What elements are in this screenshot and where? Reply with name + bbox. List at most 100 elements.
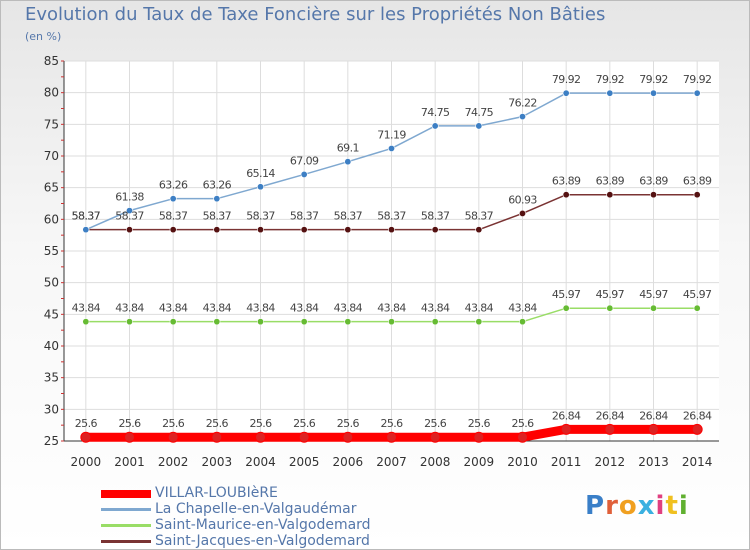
data-label: 58.37: [290, 210, 319, 223]
data-label: 79.92: [596, 73, 625, 86]
data-label: 25.6: [162, 417, 185, 430]
data-label: 74.75: [421, 106, 450, 119]
data-point: [431, 122, 439, 130]
data-label: 63.26: [203, 179, 232, 192]
x-tick-label: 2006: [333, 455, 364, 469]
data-point: [562, 304, 570, 312]
data-label: 45.97: [596, 288, 625, 301]
data-label: 58.37: [203, 210, 232, 223]
data-label: 58.37: [72, 210, 101, 223]
data-label: 26.84: [552, 409, 581, 422]
data-label: 25.6: [337, 417, 360, 430]
data-point: [255, 431, 266, 443]
data-point: [517, 431, 528, 443]
data-label: 25.6: [293, 417, 316, 430]
data-label: 26.84: [639, 409, 668, 422]
y-tick-label: 60: [44, 212, 59, 226]
data-label: 60.93: [508, 193, 537, 206]
data-point: [300, 318, 308, 326]
data-point: [693, 304, 701, 312]
x-tick-label: 2013: [638, 455, 669, 469]
y-tick-label: 65: [44, 181, 59, 195]
y-tick-label: 70: [44, 149, 59, 163]
x-tick-label: 2010: [507, 455, 538, 469]
data-label: 43.84: [465, 302, 494, 315]
data-label: 63.89: [639, 175, 668, 188]
data-label: 43.84: [290, 302, 319, 315]
data-point: [82, 226, 90, 234]
data-label: 43.84: [334, 302, 363, 315]
y-tick-label: 30: [44, 402, 59, 416]
data-point: [169, 226, 177, 234]
x-tick-label: 2004: [245, 455, 276, 469]
legend-swatch: [101, 490, 151, 498]
data-point: [649, 191, 657, 199]
data-point: [387, 318, 395, 326]
x-tick-label: 2003: [202, 455, 233, 469]
data-label: 76.22: [508, 97, 537, 110]
data-point: [256, 318, 264, 326]
x-tick-label: 2009: [464, 455, 495, 469]
data-label: 63.89: [552, 175, 581, 188]
data-label: 79.92: [552, 73, 581, 86]
data-point: [126, 207, 134, 215]
data-point: [213, 318, 221, 326]
data-label: 74.75: [465, 106, 494, 119]
data-label: 58.37: [159, 210, 188, 223]
data-point: [386, 431, 397, 443]
data-label: 63.89: [596, 175, 625, 188]
x-tick-label: 2011: [551, 455, 582, 469]
data-point: [606, 89, 614, 97]
y-tick-label: 25: [44, 434, 59, 448]
x-tick-label: 2014: [682, 455, 713, 469]
data-point: [387, 144, 395, 152]
data-label: 79.92: [639, 73, 668, 86]
data-label: 25.6: [468, 417, 491, 430]
data-label: 67.09: [290, 154, 319, 167]
data-label: 25.6: [206, 417, 229, 430]
data-label: 25.6: [249, 417, 272, 430]
data-point: [344, 158, 352, 166]
logo-letter: r: [605, 491, 619, 521]
data-point: [82, 318, 90, 326]
data-label: 58.37: [246, 210, 275, 223]
data-label: 43.84: [246, 302, 275, 315]
data-point: [475, 122, 483, 130]
legend-label: Saint-Jacques-en-Valgodemard: [155, 533, 370, 549]
data-label: 61.38: [115, 191, 144, 204]
data-point: [606, 304, 614, 312]
legend-swatch: [101, 524, 151, 527]
data-label: 58.37: [465, 210, 494, 223]
data-point: [429, 431, 441, 443]
data-label: 26.84: [596, 409, 625, 422]
data-point: [80, 431, 92, 443]
data-point: [606, 191, 614, 199]
data-point: [342, 431, 354, 443]
data-label: 45.97: [552, 288, 581, 301]
chart-title: Evolution du Taux de Taxe Foncière sur l…: [25, 4, 606, 25]
data-point: [562, 89, 570, 97]
data-point: [473, 431, 485, 443]
legend-label: Saint-Maurice-en-Valgodemard: [155, 517, 371, 533]
data-label: 43.84: [203, 302, 232, 315]
data-label: 58.37: [377, 210, 406, 223]
data-label: 58.37: [115, 210, 144, 223]
data-label: 25.6: [380, 417, 403, 430]
x-tick-label: 2005: [289, 455, 320, 469]
logo-letter: o: [618, 491, 638, 521]
data-point: [518, 113, 526, 121]
data-label: 43.84: [159, 302, 188, 315]
legend-label: VILLAR-LOUBIèRE: [155, 485, 278, 501]
data-label: 58.37: [72, 210, 101, 223]
legend-swatch: [101, 508, 151, 511]
data-point: [387, 226, 395, 234]
data-label: 69.1: [337, 142, 359, 155]
data-point: [648, 423, 659, 435]
data-point: [693, 191, 701, 199]
logo-letter: i: [655, 491, 666, 521]
data-point: [649, 89, 657, 97]
proxiti-logo: Proxiti: [585, 491, 689, 521]
data-label: 43.84: [508, 302, 537, 315]
